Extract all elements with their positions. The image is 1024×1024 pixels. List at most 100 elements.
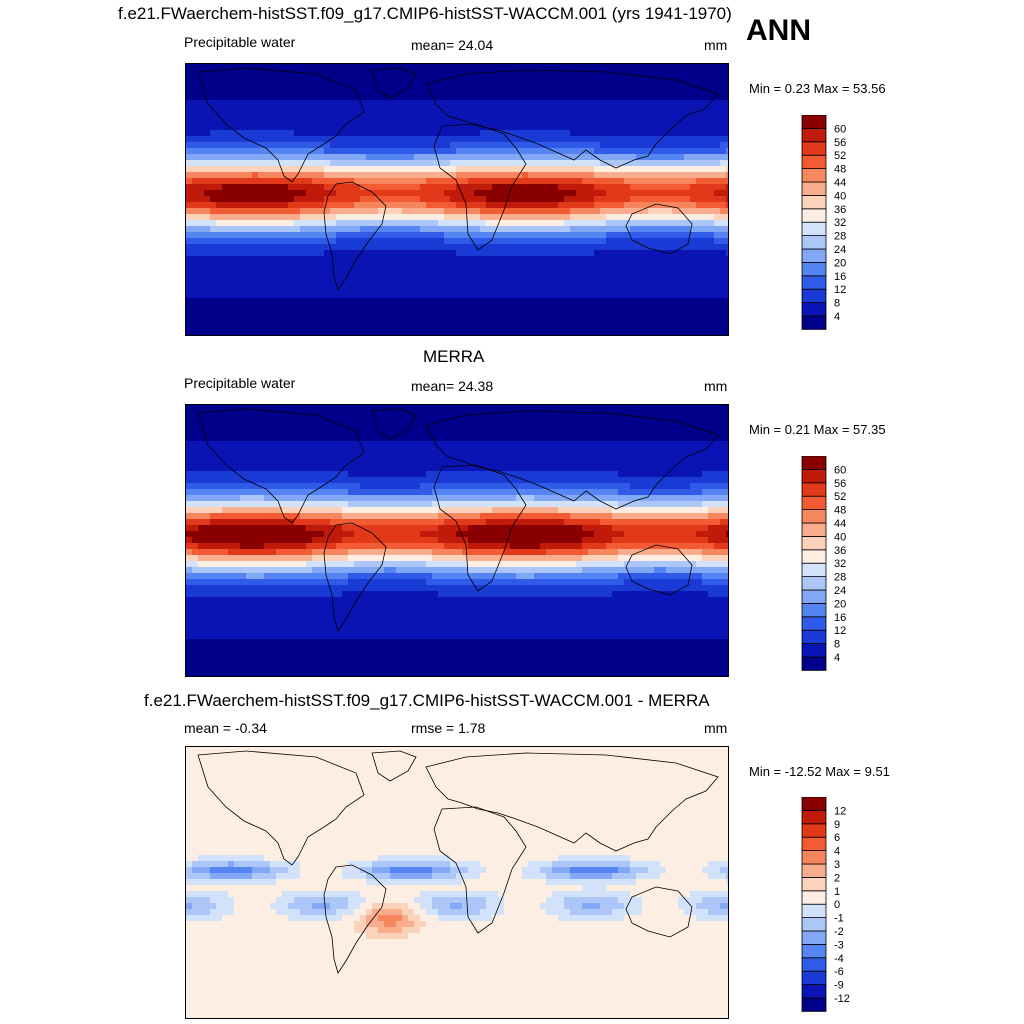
colorbar-tick-label: 8: [834, 639, 840, 651]
map-field: [186, 64, 728, 335]
colorbar-box: [801, 495, 827, 511]
coastlines: [197, 408, 719, 632]
coastlines: [197, 750, 719, 974]
colorbar-box: [801, 181, 827, 196]
panel-3-min-max: Min = -12.52 Max = 9.51: [749, 764, 890, 779]
colorbar-box: [801, 877, 827, 892]
colorbar-box: [801, 127, 827, 143]
colorbar-tick-label: 60: [834, 123, 846, 135]
panel-1-title: f.e21.FWaerchem-histSST.f09_g17.CMIP6-hi…: [118, 4, 732, 23]
panel-1-map: [185, 63, 729, 336]
colorbar-box: [801, 809, 827, 825]
colorbar-box: [801, 549, 827, 564]
panel-2-title: MERRA: [423, 347, 485, 366]
colorbar-tick-label: 16: [834, 612, 846, 624]
colorbar-tick-label: -4: [834, 953, 844, 965]
colorbar-tick-label: 52: [834, 150, 846, 162]
colorbar-tick-label: 44: [834, 177, 846, 189]
colorbar-box: [801, 315, 827, 330]
colorbar-box: [801, 890, 827, 905]
colorbar-box: [801, 903, 827, 918]
colorbar-box: [801, 629, 827, 644]
colorbar-tick-label: -1: [834, 913, 844, 925]
colorbar-box: [801, 836, 827, 852]
colorbar-tick-label: 28: [834, 572, 846, 584]
colorbar-tick-label: 4: [834, 311, 840, 323]
colorbar-tick-label: 0: [834, 899, 840, 911]
colorbar-tick-label: 32: [834, 217, 846, 229]
colorbar-box: [801, 930, 827, 945]
panel-2-units-label: mm: [704, 378, 728, 394]
colorbar-tick-label: -6: [834, 966, 844, 978]
colorbar-box: [801, 562, 827, 577]
colorbar-tick-label: 24: [834, 244, 846, 256]
colorbar-tick-label: 9: [834, 819, 840, 831]
colorbar-box: [801, 797, 827, 811]
colorbar-box: [801, 576, 827, 591]
colorbar-box: [801, 522, 827, 537]
map-field: [186, 747, 728, 1018]
colorbar-box: [801, 602, 827, 618]
panel-2-mean-label: mean= 24.38: [411, 378, 494, 394]
colorbar-box: [801, 616, 827, 631]
colorbar-tick-label: 48: [834, 164, 846, 176]
panel-2-min-max: Min = 0.21 Max = 57.35: [749, 422, 886, 437]
colorbar-tick-label: 44: [834, 518, 846, 530]
colorbar-box: [801, 656, 827, 671]
colorbar-box: [801, 482, 827, 497]
colorbar-tick-label: 2: [834, 872, 840, 884]
colorbar-tick-label: 20: [834, 598, 846, 610]
colorbar-tick-label: 24: [834, 585, 846, 597]
colorbar-tick-label: 28: [834, 231, 846, 243]
panel-3-map: [185, 746, 729, 1019]
colorbar-box: [801, 141, 827, 156]
colorbar-tick-label: 32: [834, 558, 846, 570]
colorbar-box: [801, 863, 827, 878]
colorbar-tick-label: 20: [834, 257, 846, 269]
colorbar-box: [801, 208, 827, 223]
panel-1-mean-label: mean= 24.04: [411, 37, 494, 53]
colorbar-tick-label: 4: [834, 652, 840, 664]
colorbar-tick-label: 8: [834, 298, 840, 310]
colorbar-tick-label: 56: [834, 478, 846, 490]
panel-2-map: [185, 404, 729, 677]
colorbar-tick-label: 12: [834, 625, 846, 637]
colorbar-box: [801, 261, 827, 277]
panel-1-units-label: mm: [704, 37, 728, 53]
colorbar-tick-label: 16: [834, 271, 846, 283]
season-label: ANN: [746, 14, 811, 47]
panel-3-title: f.e21.FWaerchem-histSST.f09_g17.CMIP6-hi…: [144, 691, 710, 710]
colorbar-box: [801, 850, 827, 865]
colorbar-box: [801, 984, 827, 999]
colorbar-box: [801, 288, 827, 303]
colorbar-tick-label: 52: [834, 491, 846, 503]
colorbar-box: [801, 917, 827, 932]
colorbar-box: [801, 302, 827, 317]
colorbar-box: [801, 997, 827, 1012]
colorbar-tick-label: 12: [834, 805, 846, 817]
colorbar-box: [801, 456, 827, 470]
colorbar-tick-label: 6: [834, 832, 840, 844]
colorbar-box: [801, 643, 827, 658]
panel-1-variable-label: Precipitable water: [184, 34, 296, 50]
panel-2-variable-label: Precipitable water: [184, 375, 296, 391]
colorbar-box: [801, 248, 827, 263]
colorbar-box: [801, 970, 827, 985]
colorbar-box: [801, 589, 827, 604]
colorbar-box: [801, 221, 827, 236]
panel-3-mean-label: mean = -0.34: [184, 720, 267, 736]
colorbar-box: [801, 275, 827, 290]
colorbar-tick-label: 56: [834, 137, 846, 149]
panel-1-min-max: Min = 0.23 Max = 53.56: [749, 81, 886, 96]
colorbar-tick-label: 3: [834, 859, 840, 871]
colorbar-tick-label: 36: [834, 204, 846, 216]
colorbar-tick-label: 4: [834, 846, 840, 858]
colorbar-box: [801, 154, 827, 170]
colorbar-box: [801, 195, 827, 210]
coastlines: [197, 67, 719, 291]
colorbar-tick-label: 40: [834, 531, 846, 543]
colorbar-box: [801, 943, 827, 959]
